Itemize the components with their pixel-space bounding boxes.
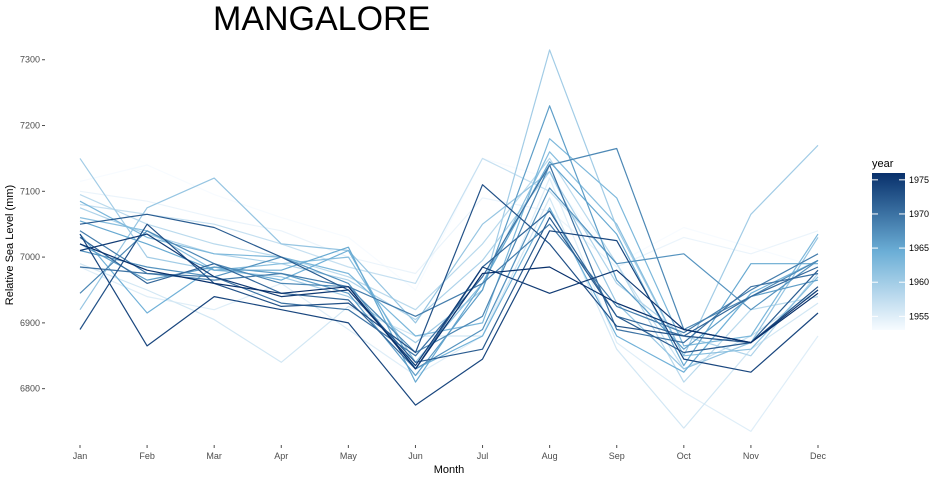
plot-lines: [79, 49, 819, 432]
x-tick-label: Nov: [743, 451, 760, 461]
series-line-1971: [79, 210, 819, 370]
x-tick-label: Jul: [477, 451, 489, 461]
series-line-1976: [79, 243, 819, 370]
series-line-1957: [79, 157, 819, 370]
year-legend: year 1955 1960 1965 1970 1975: [872, 158, 929, 330]
series-line-1958: [79, 157, 819, 383]
series-line-1972: [79, 213, 819, 363]
series-line-1969: [79, 223, 819, 334]
y-tick-label: 6800: [20, 384, 40, 394]
x-tick-label: Jun: [408, 451, 423, 461]
series-line-1953: [79, 157, 819, 291]
series-line-1967: [79, 187, 819, 370]
x-tick-label: Mar: [206, 451, 222, 461]
x-tick-label: Jan: [73, 451, 88, 461]
series-line-1960: [79, 49, 819, 357]
x-tick-label: Sep: [609, 451, 625, 461]
series-line-1956: [79, 197, 819, 429]
y-tick-label: 7100: [20, 186, 40, 196]
legend-tick-label: 1955: [909, 311, 929, 321]
series-line-1962: [79, 151, 819, 363]
series-line-1973: [79, 184, 819, 354]
x-tick-label: May: [340, 451, 358, 461]
series-line-1968: [79, 147, 819, 354]
legend-title: year: [872, 158, 894, 170]
series-line-1955: [79, 177, 819, 432]
x-tick-label: Dec: [810, 451, 827, 461]
x-tick-label: Oct: [677, 451, 692, 461]
y-tick-label: 7200: [20, 121, 40, 131]
x-tick-label: Feb: [139, 451, 155, 461]
legend-tick-label: 1965: [909, 243, 929, 253]
x-tick-label: Apr: [274, 451, 288, 461]
legend-ticks: 1955 1960 1965 1970 1975: [872, 175, 929, 321]
series-line-1974: [79, 230, 819, 406]
series-line-1963: [79, 138, 819, 347]
series-line-1954: [79, 190, 819, 275]
legend-colorbar: [872, 173, 905, 330]
series-line-1959: [79, 171, 819, 357]
x-axis-title: Month: [434, 464, 465, 476]
y-axis: 6800 6900 7000 7100 7200 7300: [20, 55, 45, 394]
legend-tick-label: 1960: [909, 277, 929, 287]
x-tick-label: Aug: [542, 451, 558, 461]
chart-title: MANGALORE: [213, 0, 430, 38]
y-tick-label: 7300: [20, 55, 40, 65]
y-tick-label: 7000: [20, 252, 40, 262]
y-tick-label: 6900: [20, 318, 40, 328]
legend-tick-label: 1970: [909, 209, 929, 219]
x-axis: Jan Feb Mar Apr May Jun Jul Aug Sep Oct Nov Dec: [73, 445, 827, 461]
series-line-1961: [79, 171, 819, 370]
legend-tick-label: 1975: [909, 175, 929, 185]
y-axis-title: Relative Sea Level (mm): [4, 185, 16, 305]
